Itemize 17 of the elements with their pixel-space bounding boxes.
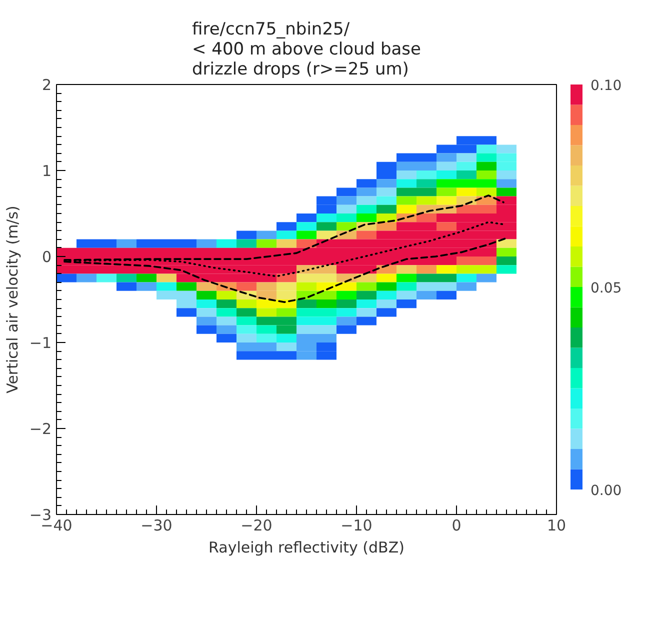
y-tick-label: 0: [42, 248, 52, 266]
y-tick-label: −2: [29, 420, 52, 438]
x-tick-label: 0: [452, 516, 462, 534]
color-bar-label: 0.10: [590, 78, 622, 94]
y-axis-title: Vertical air velocity (m/s): [3, 206, 22, 394]
x-tick-label: 10: [546, 516, 566, 534]
y-tick-label: 1: [42, 162, 52, 180]
y-tick-label: 2: [42, 76, 52, 94]
x-tick-label: −30: [140, 516, 172, 534]
x-tick-label: −20: [240, 516, 272, 534]
color-bar-label: 0.05: [590, 280, 622, 296]
chart-title: fire/ccn75_nbin25/ < 400 m above cloud base drizzle drops (r>=25 um): [192, 20, 421, 80]
x-axis-title: Rayleigh reflectivity (dBZ): [208, 538, 404, 556]
y-tick-label: −3: [29, 506, 52, 524]
x-tick-label: −10: [340, 516, 372, 534]
y-tick-label: −1: [29, 334, 52, 352]
color-bar-label: 0.00: [590, 483, 622, 499]
